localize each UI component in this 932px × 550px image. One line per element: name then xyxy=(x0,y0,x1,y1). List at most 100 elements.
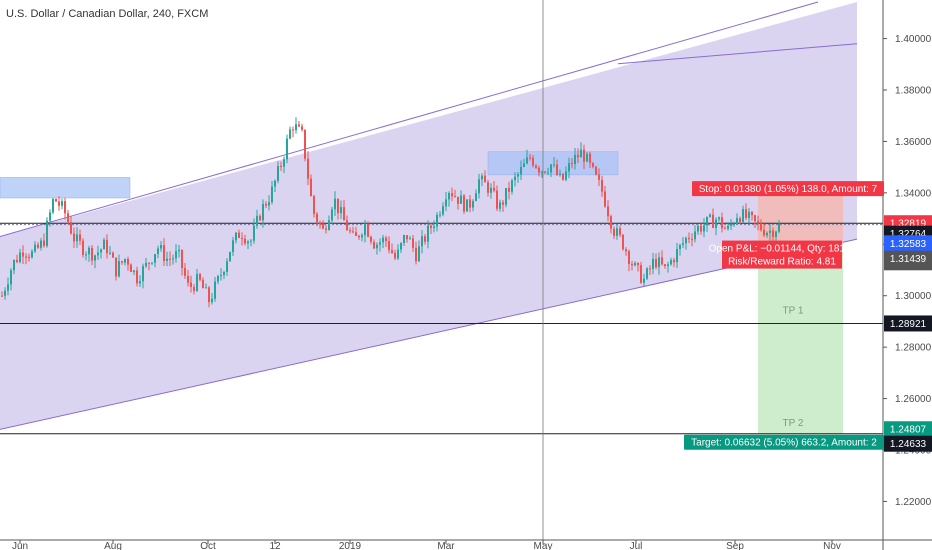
pnl-label: Open P&L: −0.01144, Qty: 18115 Risk/Rewar… xyxy=(709,240,856,269)
candle-body xyxy=(10,270,12,285)
candle-body xyxy=(772,230,774,237)
channel-layer xyxy=(0,1,858,430)
candle-body xyxy=(526,157,528,164)
candle-body xyxy=(67,213,69,223)
x-tick-label: Sep xyxy=(726,541,744,550)
candle-body xyxy=(70,222,72,234)
candle-body xyxy=(676,248,678,263)
stop-label: Stop: 0.01380 (1.05%) 138.0, Amount: 7 xyxy=(692,181,884,197)
candle-body xyxy=(679,244,681,249)
candle-body xyxy=(598,174,600,180)
candle-body xyxy=(451,193,453,197)
candles-layer xyxy=(1,117,780,308)
candle-body xyxy=(337,198,339,214)
candle-body xyxy=(385,237,387,242)
candle-body xyxy=(529,157,531,159)
candle-body xyxy=(28,256,30,258)
candle-body xyxy=(196,274,198,291)
candle-body xyxy=(760,223,762,230)
candle-body xyxy=(319,222,321,225)
candle-body xyxy=(565,171,567,180)
candle-body xyxy=(376,244,378,249)
candle-body xyxy=(475,193,477,202)
candle-body xyxy=(52,199,54,213)
candle-body xyxy=(427,225,429,242)
candle-body xyxy=(625,249,627,252)
candle-body xyxy=(148,262,150,264)
candle-body xyxy=(142,266,144,282)
candle-body xyxy=(304,129,306,159)
candle-body xyxy=(739,218,741,222)
price-tag-price_tag: 1.32583 xyxy=(884,235,932,252)
candle-body xyxy=(211,298,213,303)
candle-body xyxy=(553,164,555,166)
candle-body xyxy=(214,281,216,299)
candle-body xyxy=(640,265,642,283)
candle-body xyxy=(340,207,342,214)
candle-body xyxy=(244,238,246,244)
candle-body xyxy=(466,199,468,212)
candle-body xyxy=(403,235,405,243)
candle-body xyxy=(184,268,186,276)
candle-body xyxy=(175,251,177,259)
candle-body xyxy=(559,173,561,175)
candle-body xyxy=(601,179,603,192)
candle-body xyxy=(268,202,270,206)
x-tick-label: Jun xyxy=(12,541,28,550)
candle-body xyxy=(262,203,264,221)
candle-body xyxy=(331,209,333,221)
candle-body xyxy=(637,262,639,266)
candle-body xyxy=(763,229,765,236)
candle-body xyxy=(367,224,369,237)
candle-body xyxy=(778,223,780,232)
candle-body xyxy=(85,254,87,256)
candle-body xyxy=(577,154,579,158)
candle-body xyxy=(409,238,411,240)
candle-body xyxy=(64,201,66,214)
candle-body xyxy=(523,163,525,167)
candle-body xyxy=(130,264,132,273)
y-tick-label: 1.26000 xyxy=(895,394,932,405)
candle-body xyxy=(289,129,291,139)
candle-body xyxy=(193,286,195,291)
stop-label-bg xyxy=(692,181,884,197)
candle-body xyxy=(775,231,777,237)
candle-body xyxy=(634,262,636,266)
candle-body xyxy=(487,182,489,193)
candle-body xyxy=(544,171,546,173)
candle-body xyxy=(406,235,408,240)
candle-body xyxy=(688,237,690,240)
x-tick-label: Nov xyxy=(823,541,841,550)
candle-body xyxy=(49,212,51,221)
candle-body xyxy=(733,223,735,225)
candle-body xyxy=(301,126,303,130)
candle-body xyxy=(178,249,180,252)
candle-body xyxy=(82,240,84,255)
candle-body xyxy=(478,179,480,194)
candle-body xyxy=(589,153,591,163)
candle-body xyxy=(643,278,645,283)
candle-body xyxy=(328,220,330,230)
candle-body xyxy=(361,235,363,238)
candle-body xyxy=(574,154,576,165)
candle-body xyxy=(616,228,618,236)
candle-body xyxy=(727,225,729,229)
target-label: Target: 0.06632 (5.05%) 663.2, Amount: 2 xyxy=(684,434,884,450)
candle-body xyxy=(250,240,252,242)
candle-body xyxy=(271,186,273,203)
candle-body xyxy=(355,232,357,236)
candle-body xyxy=(292,129,294,131)
candle-body xyxy=(265,203,267,206)
candle-body xyxy=(397,249,399,259)
candle-body xyxy=(205,287,207,289)
candle-body xyxy=(721,217,723,229)
candle-body xyxy=(517,174,519,177)
candle-body xyxy=(550,164,552,173)
candle-body xyxy=(298,124,300,127)
candle-body xyxy=(619,228,621,235)
candle-body xyxy=(571,163,573,165)
candle-body xyxy=(718,217,720,220)
candle-body xyxy=(388,241,390,251)
